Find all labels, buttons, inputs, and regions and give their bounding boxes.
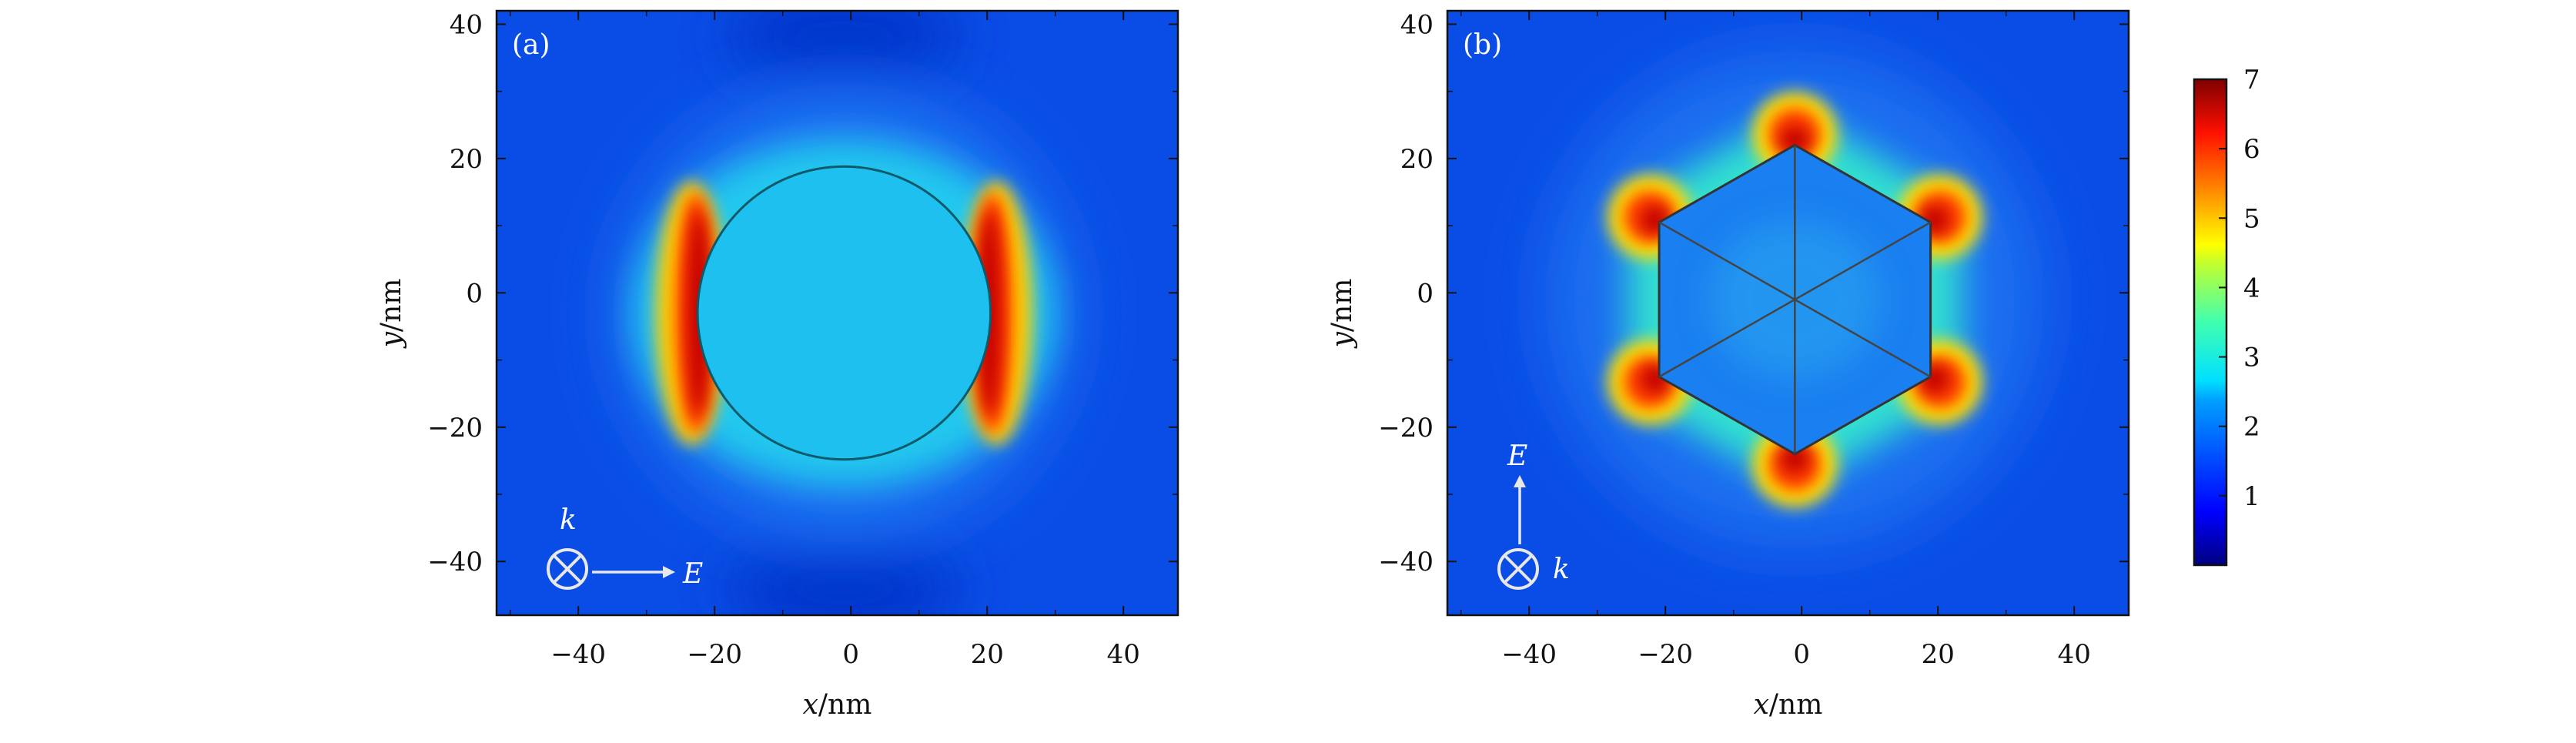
colorbar-tick-label: 3	[2243, 343, 2260, 373]
x-axis-title-var: x	[1754, 689, 1769, 721]
field-arrow-head	[1514, 475, 1526, 487]
y-tick-label: −20	[1378, 413, 1434, 443]
x-axis-title-var: x	[803, 689, 818, 721]
colorbar-gradient	[2193, 78, 2228, 567]
y-tick-label: 20	[1400, 144, 1434, 175]
x-tick-label: 20	[1922, 639, 1955, 670]
heatmap-field	[1447, 11, 2129, 615]
wave-vector-label: k	[1553, 554, 1570, 585]
y-axis-title-var: y	[1326, 331, 1358, 349]
y-tick-label: −40	[427, 547, 483, 577]
x-tick-label: 40	[2058, 639, 2091, 670]
x-axis-title-unit: /nm	[1769, 689, 1822, 721]
colorbar: 1 2 3 4 5 6 7	[2193, 65, 2260, 567]
x-axis-title: x/nm	[1754, 689, 1823, 721]
x-axis-title-unit: /nm	[818, 689, 871, 721]
colorbar-tick-label: 6	[2243, 134, 2260, 165]
hotspot-core	[1781, 126, 1809, 155]
polarization-annotation: kE	[1497, 440, 1570, 590]
colorbar-tick-label: 1	[2243, 481, 2260, 512]
y-tick-label: 20	[450, 144, 483, 175]
hexagon-diagonal	[1658, 221, 1932, 378]
polarization-annotation: kE	[547, 504, 703, 590]
x-tick-label: −40	[1501, 639, 1557, 670]
plot-frame	[1446, 9, 2130, 617]
field-low-lobe	[728, 542, 960, 615]
colorbar-tick-label: 4	[2243, 273, 2260, 303]
y-tick-label: −20	[427, 413, 483, 443]
field-label: E	[682, 558, 703, 590]
cross-mark	[1504, 554, 1533, 584]
y-tick-label: 40	[450, 9, 483, 40]
panel-label: (b)	[1463, 29, 1502, 61]
wave-vector-label: k	[560, 504, 577, 536]
colorbar-tick-label: 2	[2243, 412, 2260, 443]
x-tick-label: 20	[971, 639, 1004, 670]
heatmap-field	[497, 11, 1178, 615]
x-tick-label: −20	[687, 639, 742, 670]
y-tick-label: 0	[1417, 278, 1434, 309]
wave-vector-into-page-icon	[1497, 548, 1539, 590]
x-tick-label: −40	[550, 639, 606, 670]
nanoparticle-circle	[696, 165, 992, 461]
colorbar-tick-label: 5	[2243, 203, 2260, 234]
x-tick-label: 0	[1793, 639, 1810, 670]
y-tick-label: −40	[1378, 547, 1434, 577]
field-arrow-head	[663, 566, 675, 578]
y-tick-label: 40	[1400, 9, 1434, 40]
wave-vector-into-page-icon	[547, 548, 588, 590]
y-axis-title: y/nm	[376, 279, 407, 350]
y-axis-title-var: y	[376, 331, 407, 349]
y-tick-label: 0	[466, 278, 483, 309]
x-tick-label: −20	[1638, 639, 1693, 670]
cross-mark	[553, 554, 582, 584]
panel-label: (a)	[512, 29, 550, 61]
x-tick-label: 0	[842, 639, 859, 670]
y-axis-title-unit: /nm	[1326, 279, 1358, 332]
x-tick-label: 40	[1107, 639, 1140, 670]
plot-frame	[495, 9, 1179, 617]
field-label: E	[1507, 440, 1527, 472]
field-low-lobe	[728, 11, 960, 84]
x-axis-title: x/nm	[803, 689, 872, 721]
colorbar-tick-label: 7	[2243, 65, 2260, 95]
y-axis-title: y/nm	[1326, 279, 1358, 350]
y-axis-title-unit: /nm	[376, 279, 407, 332]
hotspot-core	[1781, 444, 1809, 473]
